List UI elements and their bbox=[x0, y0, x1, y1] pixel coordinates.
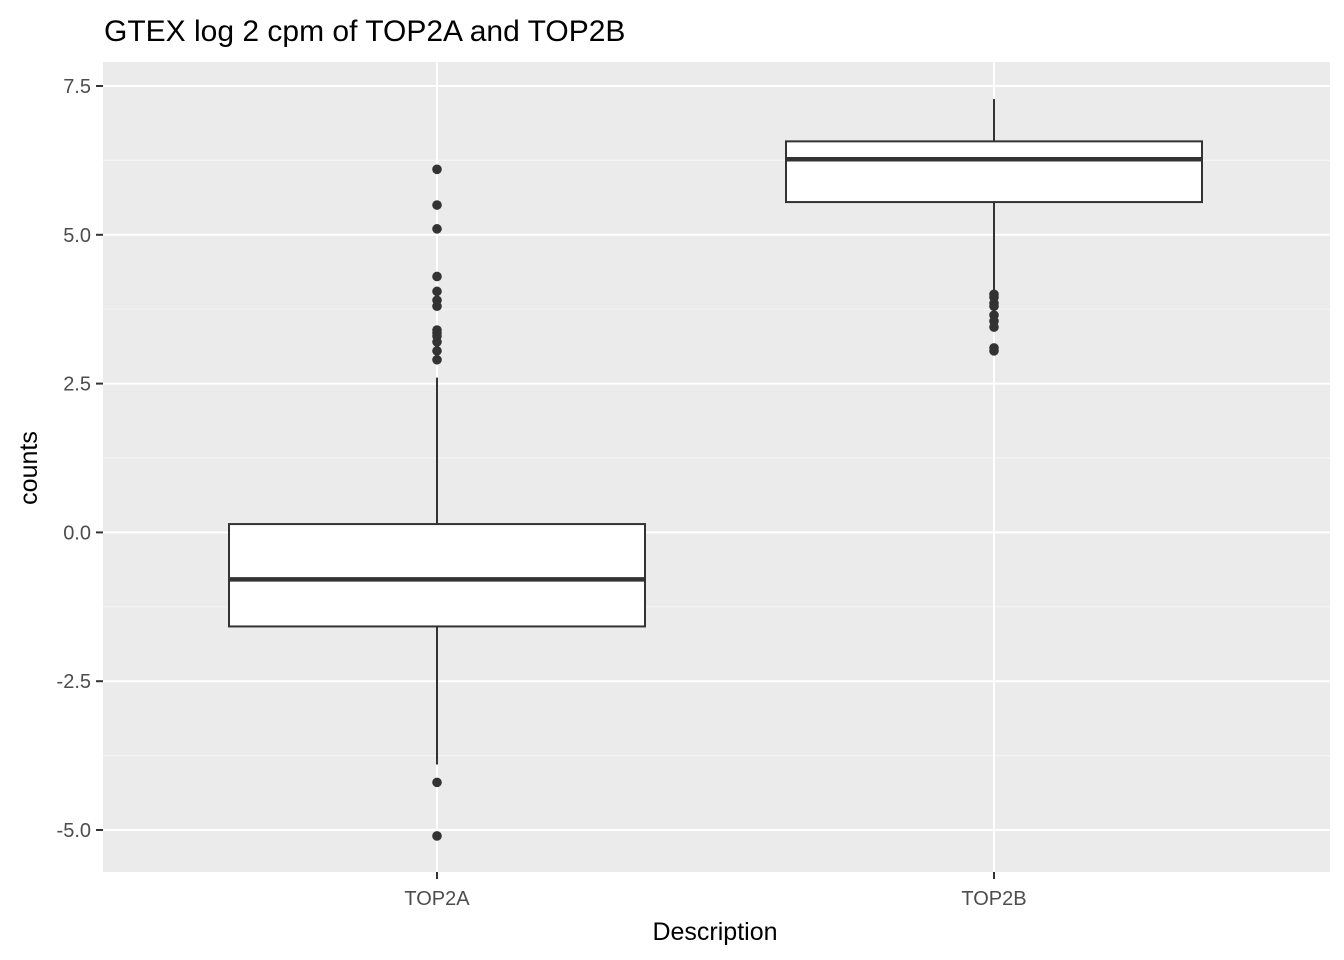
x-tick-label: TOP2A bbox=[404, 888, 470, 910]
box-top2b bbox=[785, 99, 1203, 356]
x-axis: TOP2A TOP2B bbox=[404, 872, 1027, 910]
y-tick-label: 0.0 bbox=[63, 522, 91, 544]
y-axis: -5.0 -2.5 0.0 2.5 5.0 7.5 bbox=[57, 76, 103, 842]
outlier-point bbox=[432, 271, 442, 282]
y-tick-label: -2.5 bbox=[57, 671, 91, 693]
outlier-point bbox=[989, 346, 999, 356]
outlier-point bbox=[432, 346, 442, 356]
y-tick-label: 2.5 bbox=[63, 374, 91, 396]
y-tick-label: 7.5 bbox=[63, 76, 91, 98]
chart-title: GTEX log 2 cpm of TOP2A and TOP2B bbox=[104, 15, 625, 48]
outlier-point bbox=[989, 322, 999, 332]
x-axis-title: Description bbox=[652, 918, 777, 946]
box-top2a bbox=[228, 164, 646, 841]
y-axis-title: counts bbox=[15, 431, 43, 505]
box-iqr bbox=[785, 140, 1203, 204]
outlier-point bbox=[432, 164, 442, 175]
outlier-point bbox=[432, 224, 442, 234]
outlier-point bbox=[432, 200, 442, 210]
outlier-point bbox=[432, 831, 442, 841]
y-tick-label: -5.0 bbox=[57, 820, 91, 842]
outlier-point bbox=[432, 354, 442, 365]
outlier-point bbox=[432, 286, 442, 297]
box-series bbox=[228, 99, 1203, 841]
box-iqr bbox=[228, 523, 646, 628]
y-tick-label: 5.0 bbox=[63, 225, 91, 247]
outlier-point bbox=[432, 337, 442, 347]
x-tick-label: TOP2B bbox=[961, 888, 1026, 910]
outlier-point bbox=[989, 301, 999, 312]
outlier-point bbox=[432, 301, 442, 312]
outlier-point bbox=[432, 777, 442, 788]
